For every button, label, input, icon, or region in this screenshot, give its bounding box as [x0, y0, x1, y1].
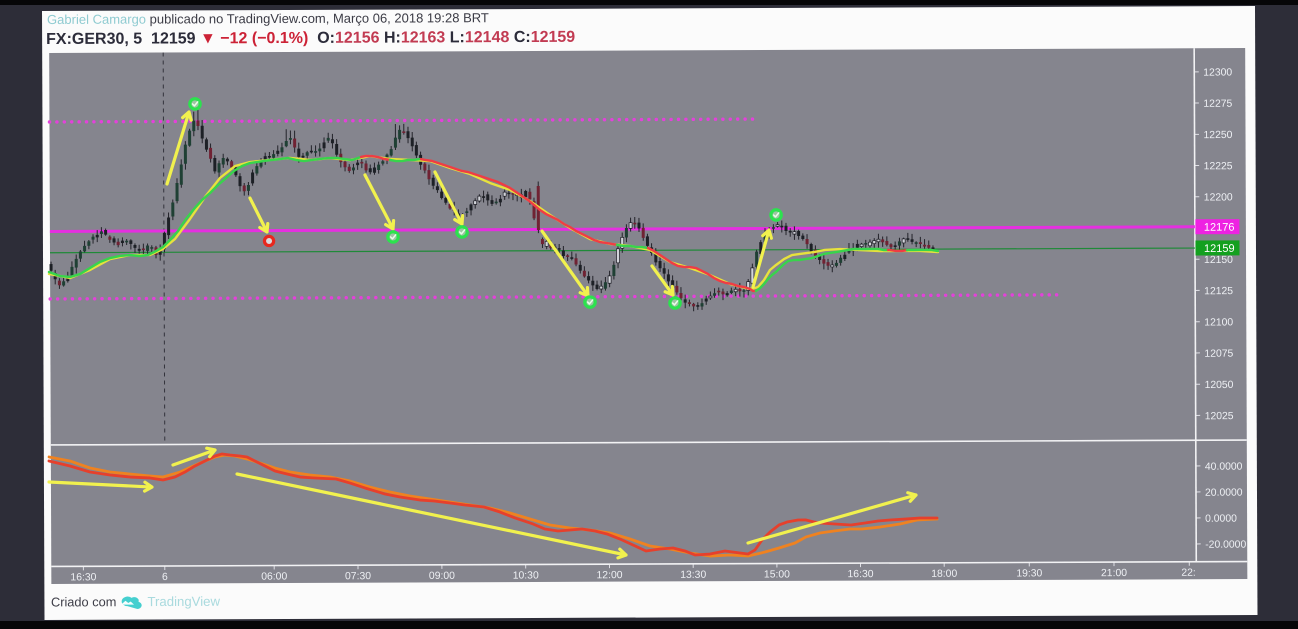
- svg-text:0.0000: 0.0000: [1205, 514, 1237, 525]
- svg-text:10:30: 10:30: [513, 570, 539, 581]
- svg-text:6: 6: [162, 572, 168, 583]
- svg-text:09:00: 09:00: [429, 571, 455, 582]
- svg-text:TradingView: TradingView: [147, 594, 220, 609]
- svg-text:12300: 12300: [1203, 67, 1232, 78]
- svg-text:12025: 12025: [1205, 411, 1234, 422]
- svg-text:12200: 12200: [1204, 192, 1233, 203]
- svg-text:40.0000: 40.0000: [1205, 462, 1243, 473]
- svg-text:12050: 12050: [1205, 380, 1234, 391]
- svg-text:12176: 12176: [1204, 222, 1235, 234]
- svg-text:-20.0000: -20.0000: [1205, 540, 1246, 551]
- svg-text:13:30: 13:30: [680, 570, 706, 581]
- svg-text:16:30: 16:30: [847, 569, 873, 580]
- svg-text:12159: 12159: [1204, 243, 1235, 255]
- svg-text:12250: 12250: [1204, 130, 1233, 141]
- svg-text:15:00: 15:00: [764, 569, 790, 580]
- svg-text:21:00: 21:00: [1101, 568, 1127, 579]
- svg-text:19:30: 19:30: [1016, 568, 1042, 579]
- svg-text:12:00: 12:00: [597, 570, 623, 581]
- svg-text:12125: 12125: [1204, 286, 1233, 297]
- svg-text:18:00: 18:00: [931, 569, 957, 580]
- svg-text:22:: 22:: [1181, 568, 1195, 579]
- svg-text:07:30: 07:30: [345, 571, 371, 582]
- svg-text:12100: 12100: [1204, 317, 1233, 328]
- svg-text:12075: 12075: [1204, 349, 1233, 360]
- svg-text:20.0000: 20.0000: [1205, 488, 1243, 499]
- svg-text:06:00: 06:00: [261, 571, 287, 582]
- svg-text:12275: 12275: [1203, 99, 1232, 110]
- svg-text:16:30: 16:30: [70, 572, 96, 583]
- svg-text:12150: 12150: [1204, 255, 1233, 266]
- svg-text:Gabriel Camargo publicado no T: Gabriel Camargo publicado no TradingView…: [47, 10, 489, 27]
- svg-text:FX:GER30, 5 12159 ▼ −12 (−0.1: FX:GER30, 5 12159 ▼ −12 (−0.1%) O:12156 …: [46, 29, 575, 48]
- svg-text:Criado com: Criado com: [51, 594, 116, 609]
- svg-text:12225: 12225: [1204, 161, 1233, 172]
